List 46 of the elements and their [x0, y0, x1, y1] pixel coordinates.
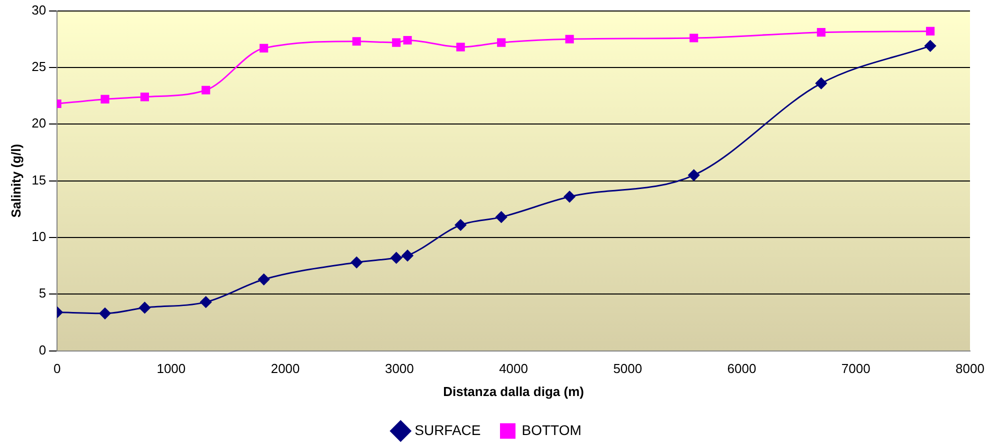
- y-axis-title: Salinity (g/l): [8, 144, 24, 218]
- x-tick-label: 1000: [156, 361, 186, 376]
- y-tick-label: 20: [32, 116, 46, 131]
- point: [688, 169, 700, 181]
- point: [496, 211, 508, 223]
- point: [402, 250, 414, 262]
- x-tick-label: 5000: [613, 361, 642, 376]
- point: [202, 86, 210, 94]
- x-tick-label: 7000: [841, 361, 870, 376]
- x-tick-label: 4000: [499, 361, 528, 376]
- point: [690, 34, 698, 42]
- legend-label: BOTTOM: [522, 422, 582, 438]
- point: [140, 92, 149, 102]
- point: [260, 44, 268, 52]
- y-tick-label: 15: [32, 172, 46, 188]
- point: [138, 302, 150, 314]
- y-tick-label: 5: [38, 286, 46, 301]
- x-tick-label: 2000: [270, 361, 300, 376]
- point: [454, 219, 466, 231]
- point: [390, 252, 402, 264]
- point: [352, 37, 361, 46]
- y-tick-label: 30: [32, 2, 46, 18]
- point: [456, 42, 465, 52]
- point: [200, 296, 212, 308]
- legend-label: SURFACE: [414, 422, 481, 438]
- x-tick-label: 8000: [956, 361, 984, 376]
- x-tick-label: 0: [53, 361, 61, 376]
- point: [565, 34, 574, 44]
- point: [100, 94, 110, 104]
- y-tick-label: 10: [32, 229, 46, 244]
- x-tick-label: 6000: [727, 361, 756, 376]
- point: [926, 26, 935, 36]
- point: [815, 78, 827, 90]
- point: [816, 28, 826, 37]
- point: [403, 36, 412, 45]
- y-tick-label: 25: [32, 59, 46, 74]
- point: [99, 308, 111, 320]
- point: [392, 38, 401, 47]
- y-tick-label: 0: [38, 342, 46, 358]
- point: [497, 38, 506, 47]
- point: [350, 256, 362, 268]
- point: [258, 274, 270, 286]
- x-tick-label: 3000: [384, 361, 414, 376]
- x-axis-title: Distanza dalla diga (m): [443, 384, 584, 399]
- point: [564, 190, 576, 202]
- point: [924, 40, 936, 52]
